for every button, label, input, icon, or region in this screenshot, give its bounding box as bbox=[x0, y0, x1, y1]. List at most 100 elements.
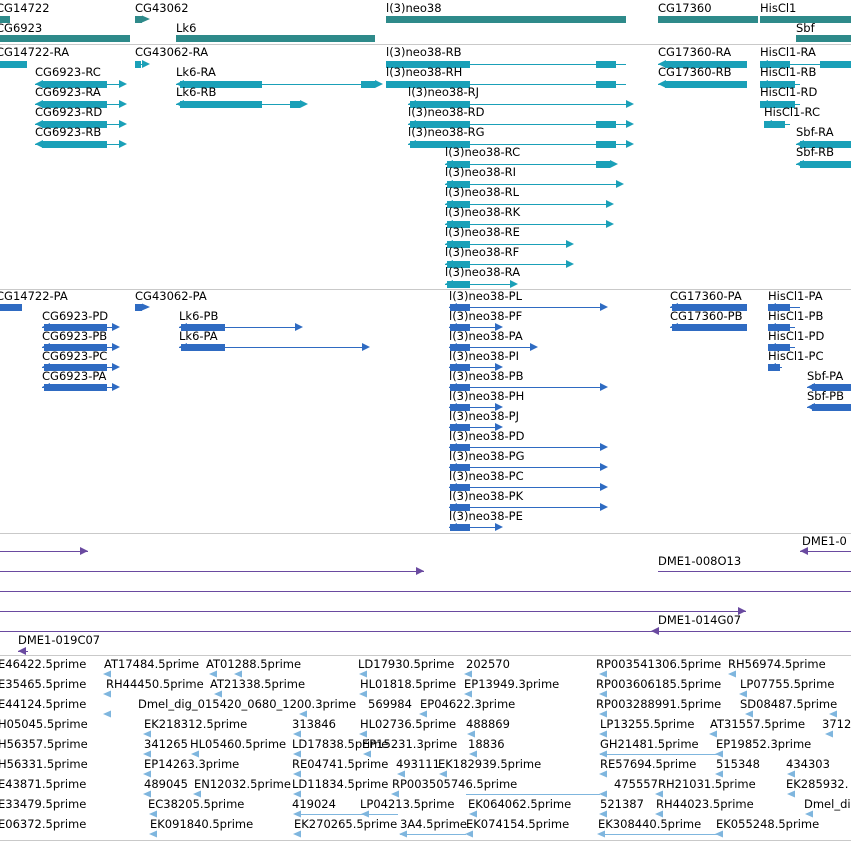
est-feature-label[interactable]: LD11834.5prime bbox=[292, 777, 389, 791]
transcripts-a-feature-label[interactable]: CG14722-RA bbox=[0, 45, 70, 59]
cdna-feature-label[interactable]: DME1-014G07 bbox=[658, 613, 742, 627]
transcripts-a-feature-label[interactable]: Sbf-RB bbox=[796, 145, 835, 159]
exon-block[interactable] bbox=[760, 81, 795, 88]
exon-block[interactable] bbox=[450, 384, 470, 391]
transcripts-a-feature-label[interactable]: l(3)neo38-RI bbox=[445, 165, 517, 179]
exon-block[interactable] bbox=[800, 161, 851, 168]
genes-feature-label[interactable]: CG43062 bbox=[135, 1, 189, 15]
est-feature-label[interactable]: EP04622.3prime bbox=[420, 697, 516, 711]
exon-block[interactable] bbox=[450, 364, 470, 371]
exon-block[interactable] bbox=[665, 81, 747, 88]
est-feature-label[interactable]: E35465.5prime bbox=[0, 677, 87, 691]
intron-line[interactable] bbox=[449, 447, 600, 448]
est-feature-label[interactable]: EP19852.3prime bbox=[716, 737, 812, 751]
exon-block[interactable] bbox=[386, 81, 470, 88]
exon-block[interactable] bbox=[386, 61, 470, 68]
transcripts-a-feature-label[interactable]: l(3)neo38-RC bbox=[445, 145, 521, 159]
transcripts-b-feature-label[interactable]: l(3)neo38-PK bbox=[449, 489, 524, 503]
est-feature-label[interactable]: 202570 bbox=[466, 657, 510, 671]
intron-line[interactable] bbox=[449, 487, 600, 488]
transcripts-a-feature-label[interactable]: CG6923-RA bbox=[35, 85, 101, 99]
exon-block[interactable] bbox=[672, 304, 747, 311]
exon-block[interactable] bbox=[596, 141, 616, 148]
transcripts-b-feature-label[interactable]: HisCl1-PC bbox=[768, 349, 824, 363]
transcripts-b-feature-label[interactable]: CG6923-PB bbox=[42, 329, 108, 343]
transcripts-b-feature-label[interactable]: Sbf-PB bbox=[807, 389, 844, 403]
exon-block[interactable] bbox=[768, 304, 790, 311]
intron-line[interactable] bbox=[449, 467, 600, 468]
transcripts-b-feature-label[interactable]: CG14722-PA bbox=[0, 289, 68, 303]
gene-bar[interactable] bbox=[760, 16, 851, 23]
est-feature-label[interactable]: E46422.5prime bbox=[0, 657, 87, 671]
est-feature-label[interactable]: EK270265.5prime bbox=[294, 817, 398, 831]
est-feature-label[interactable]: H56357.5prime bbox=[0, 737, 88, 751]
intron-line[interactable] bbox=[449, 427, 495, 428]
intron-line[interactable] bbox=[449, 327, 495, 328]
exon-block[interactable] bbox=[447, 281, 470, 288]
exon-block[interactable] bbox=[596, 121, 616, 128]
intron-line[interactable] bbox=[179, 327, 295, 328]
transcripts-a-feature-label[interactable]: l(3)neo38-RA bbox=[445, 265, 521, 279]
est-feature-label[interactable]: GH21481.5prime bbox=[600, 737, 699, 751]
exon-block[interactable] bbox=[181, 324, 225, 331]
est-feature-label[interactable]: HL02736.5prime bbox=[360, 717, 457, 731]
genes-feature-label[interactable]: Sbf bbox=[796, 21, 815, 35]
exon-block[interactable] bbox=[44, 364, 107, 371]
transcripts-a-feature-label[interactable]: l(3)neo38-RE bbox=[445, 225, 520, 239]
cdna-feature-label[interactable]: DME1-0 bbox=[802, 534, 847, 548]
exon-block[interactable] bbox=[665, 61, 747, 68]
exon-block[interactable] bbox=[180, 81, 262, 88]
est-line[interactable] bbox=[400, 834, 466, 835]
est-feature-label[interactable]: AT21338.5prime bbox=[210, 677, 306, 691]
transcripts-a-feature-label[interactable]: HisCl1-RA bbox=[760, 45, 816, 59]
exon-block[interactable] bbox=[812, 404, 851, 411]
exon-block[interactable] bbox=[44, 324, 107, 331]
gene-bar[interactable] bbox=[386, 16, 626, 23]
est-feature-label[interactable]: 488869 bbox=[466, 717, 510, 731]
intron-line[interactable] bbox=[179, 347, 362, 348]
transcripts-a-feature-label[interactable]: l(3)neo38-RL bbox=[445, 185, 520, 199]
est-feature-label[interactable]: 419024 bbox=[292, 797, 336, 811]
exon-block[interactable] bbox=[42, 141, 107, 148]
exon-block[interactable] bbox=[450, 324, 470, 331]
transcripts-b-feature-label[interactable]: CG6923-PD bbox=[42, 309, 109, 323]
est-feature-label[interactable]: EK308440.5prime bbox=[598, 817, 702, 831]
est-feature-label[interactable]: EK182939.5prime bbox=[438, 757, 542, 771]
exon-block[interactable] bbox=[361, 81, 375, 88]
est-feature-label[interactable]: LP13255.5prime bbox=[600, 717, 695, 731]
transcripts-a-feature-label[interactable]: Lk6-RA bbox=[176, 65, 216, 79]
est-feature-label[interactable]: 569984 bbox=[368, 697, 412, 711]
est-line[interactable] bbox=[600, 834, 722, 835]
exon-block[interactable] bbox=[800, 141, 851, 148]
est-feature-label[interactable]: AT31557.5prime bbox=[710, 717, 806, 731]
intron-line[interactable] bbox=[445, 284, 510, 285]
exon-block[interactable] bbox=[44, 344, 107, 351]
transcripts-a-feature-label[interactable]: Lk6-RB bbox=[176, 85, 217, 99]
est-feature-label[interactable]: 18836 bbox=[468, 737, 505, 751]
est-line[interactable] bbox=[600, 754, 720, 755]
cdna-line[interactable] bbox=[800, 551, 851, 552]
cdna-line[interactable] bbox=[0, 591, 851, 592]
intron-line[interactable] bbox=[408, 104, 626, 105]
exon-block[interactable] bbox=[42, 101, 107, 108]
exon-block[interactable] bbox=[180, 101, 262, 108]
est-feature-label[interactable]: RH21031.5prime bbox=[658, 777, 756, 791]
cdna-line[interactable] bbox=[0, 631, 851, 632]
intron-line[interactable] bbox=[449, 307, 600, 308]
est-feature-label[interactable]: AT17484.5prime bbox=[104, 657, 200, 671]
intron-line[interactable] bbox=[408, 144, 626, 145]
est-feature-label[interactable]: EN12032.5prime bbox=[194, 777, 291, 791]
transcripts-b-feature-label[interactable]: Lk6-PA bbox=[179, 329, 218, 343]
est-feature-label[interactable]: 493111 bbox=[396, 757, 440, 771]
est-feature-label[interactable]: HL05460.5prime bbox=[190, 737, 287, 751]
transcripts-a-feature-label[interactable]: CG17360-RB bbox=[658, 65, 732, 79]
est-line[interactable] bbox=[300, 814, 398, 815]
est-feature-label[interactable]: 515348 bbox=[716, 757, 760, 771]
transcripts-b-feature-label[interactable]: l(3)neo38-PL bbox=[449, 289, 523, 303]
cdna-line[interactable] bbox=[0, 571, 424, 572]
exon-block[interactable] bbox=[290, 101, 300, 108]
est-feature-label[interactable]: EP14263.3prime bbox=[144, 757, 240, 771]
exon-block[interactable] bbox=[447, 181, 470, 188]
intron-line[interactable] bbox=[445, 184, 616, 185]
cdna-line[interactable] bbox=[0, 611, 746, 612]
